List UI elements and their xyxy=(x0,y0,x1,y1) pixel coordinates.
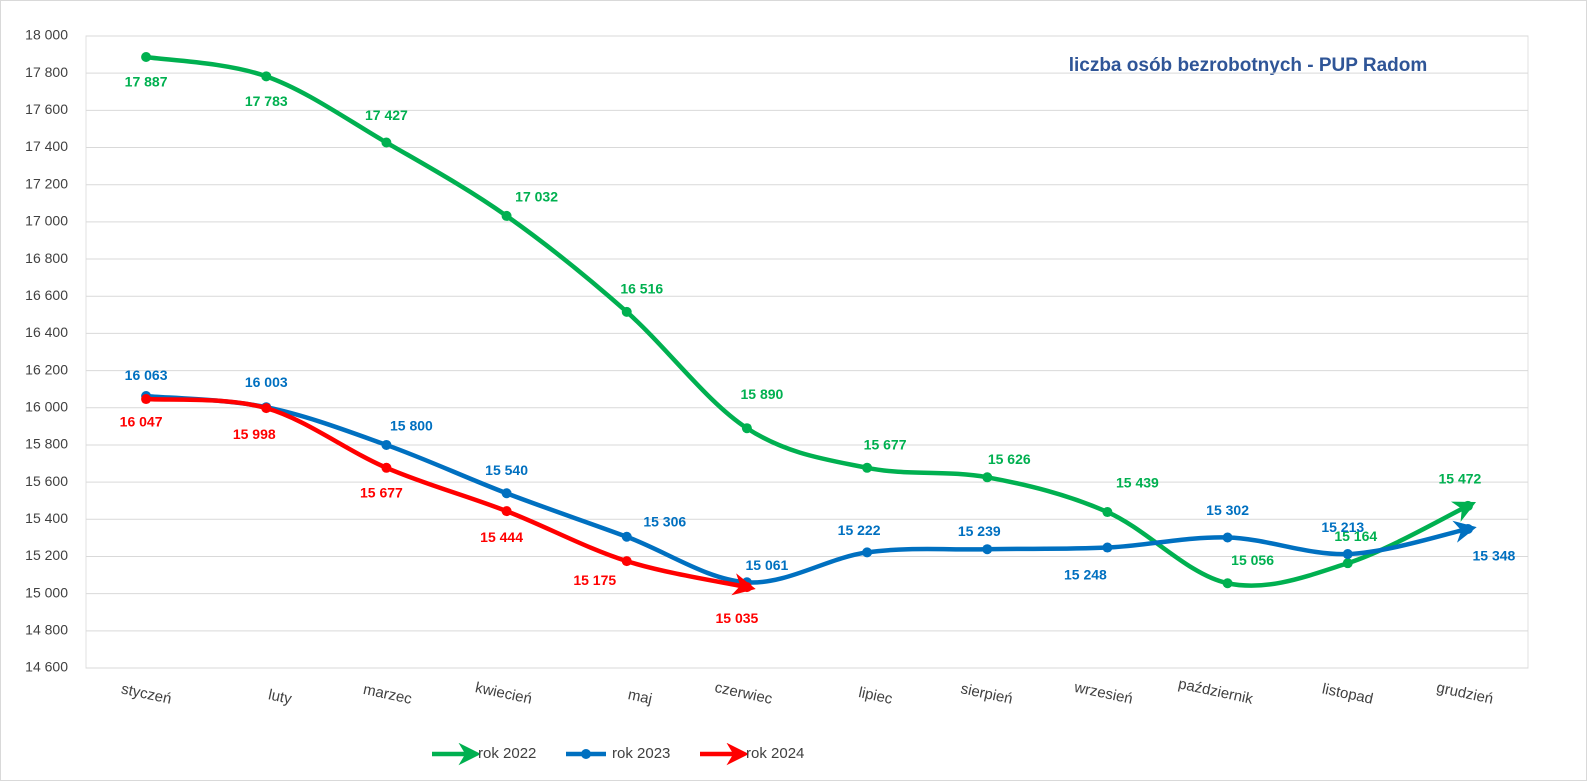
data-label: 16 047 xyxy=(120,414,163,430)
data-point xyxy=(1342,558,1353,569)
y-tick-label: 16 000 xyxy=(25,398,68,414)
data-label: 15 800 xyxy=(390,418,433,434)
data-label: 15 472 xyxy=(1439,471,1482,487)
data-point xyxy=(501,488,512,499)
data-label: 15 998 xyxy=(233,426,276,442)
y-tick-label: 17 800 xyxy=(25,64,68,80)
series-line xyxy=(145,393,1477,585)
x-tick-label: maj xyxy=(626,686,653,708)
data-label: 17 783 xyxy=(245,93,288,109)
data-label: 15 677 xyxy=(360,485,403,501)
data-label: 17 427 xyxy=(365,107,408,123)
y-tick-label: 16 800 xyxy=(25,250,68,266)
data-point xyxy=(1342,549,1353,560)
data-label: 16 516 xyxy=(620,281,663,297)
data-point xyxy=(741,582,752,593)
data-label: 15 061 xyxy=(746,557,789,573)
data-point xyxy=(1462,500,1473,511)
data-point xyxy=(741,423,752,434)
data-point xyxy=(862,547,873,558)
y-tick-label: 15 600 xyxy=(25,473,68,489)
y-tick-label: 16 200 xyxy=(25,361,68,377)
data-point xyxy=(141,394,152,405)
data-label: 16 063 xyxy=(125,367,168,383)
data-label: 15 056 xyxy=(1231,552,1274,568)
data-point xyxy=(141,52,152,63)
data-label: 15 302 xyxy=(1206,502,1249,518)
data-point xyxy=(501,210,512,221)
data-label: 17 887 xyxy=(125,74,168,90)
data-point xyxy=(381,462,392,473)
data-label: 15 890 xyxy=(741,386,784,402)
x-tick-label: luty xyxy=(267,686,294,708)
data-label: 15 348 xyxy=(1473,548,1516,564)
y-tick-label: 17 600 xyxy=(25,101,68,117)
data-label: 15 306 xyxy=(643,513,686,529)
legend-label: rok 2023 xyxy=(612,745,670,762)
data-label: 17 032 xyxy=(515,189,558,205)
x-tick-label: lipiec xyxy=(857,684,894,708)
data-label: 15 222 xyxy=(838,522,881,538)
y-tick-label: 17 200 xyxy=(25,175,68,191)
data-point xyxy=(1222,532,1233,543)
data-label: 15 175 xyxy=(573,572,616,588)
y-tick-label: 15 200 xyxy=(25,547,68,563)
data-point xyxy=(982,544,993,555)
legend-label: rok 2024 xyxy=(746,745,804,762)
data-point xyxy=(1222,578,1233,589)
data-label: 15 248 xyxy=(1064,566,1107,582)
data-point xyxy=(381,137,392,148)
y-tick-label: 14 600 xyxy=(25,659,68,675)
data-point xyxy=(261,71,272,82)
data-point xyxy=(1102,507,1113,518)
chart-title: liczba osób bezrobotnych - PUP Radom xyxy=(1069,55,1428,76)
y-tick-label: 15 000 xyxy=(25,584,68,600)
y-tick-label: 15 400 xyxy=(25,510,68,526)
data-label: 15 626 xyxy=(988,451,1031,467)
data-point xyxy=(1462,523,1473,534)
data-label: 15 540 xyxy=(485,462,528,478)
data-label: 15 164 xyxy=(1334,528,1377,544)
data-point xyxy=(621,306,632,317)
data-point xyxy=(501,506,512,517)
legend-label: rok 2022 xyxy=(478,745,536,762)
y-tick-label: 17 400 xyxy=(25,138,68,154)
series-line xyxy=(145,54,1477,588)
data-point xyxy=(862,462,873,473)
y-tick-label: 14 800 xyxy=(25,622,68,638)
data-label: 15 439 xyxy=(1116,475,1159,491)
y-tick-label: 17 000 xyxy=(25,213,68,229)
data-label: 15 213 xyxy=(1321,519,1364,535)
data-point xyxy=(381,439,392,450)
data-point xyxy=(261,403,272,414)
data-label: 16 003 xyxy=(245,374,288,390)
legend-swatch-dot xyxy=(581,749,591,759)
y-tick-label: 15 800 xyxy=(25,436,68,452)
data-label: 15 035 xyxy=(716,610,759,626)
y-tick-label: 18 000 xyxy=(25,27,68,43)
data-point xyxy=(982,472,993,483)
y-tick-label: 16 600 xyxy=(25,287,68,303)
data-label: 15 239 xyxy=(958,523,1001,539)
data-label: 15 444 xyxy=(480,529,523,545)
data-point xyxy=(1102,542,1113,553)
data-label: 15 677 xyxy=(864,437,907,453)
y-tick-label: 16 400 xyxy=(25,324,68,340)
series-line xyxy=(145,396,756,596)
data-point xyxy=(621,556,632,567)
data-point xyxy=(621,531,632,542)
